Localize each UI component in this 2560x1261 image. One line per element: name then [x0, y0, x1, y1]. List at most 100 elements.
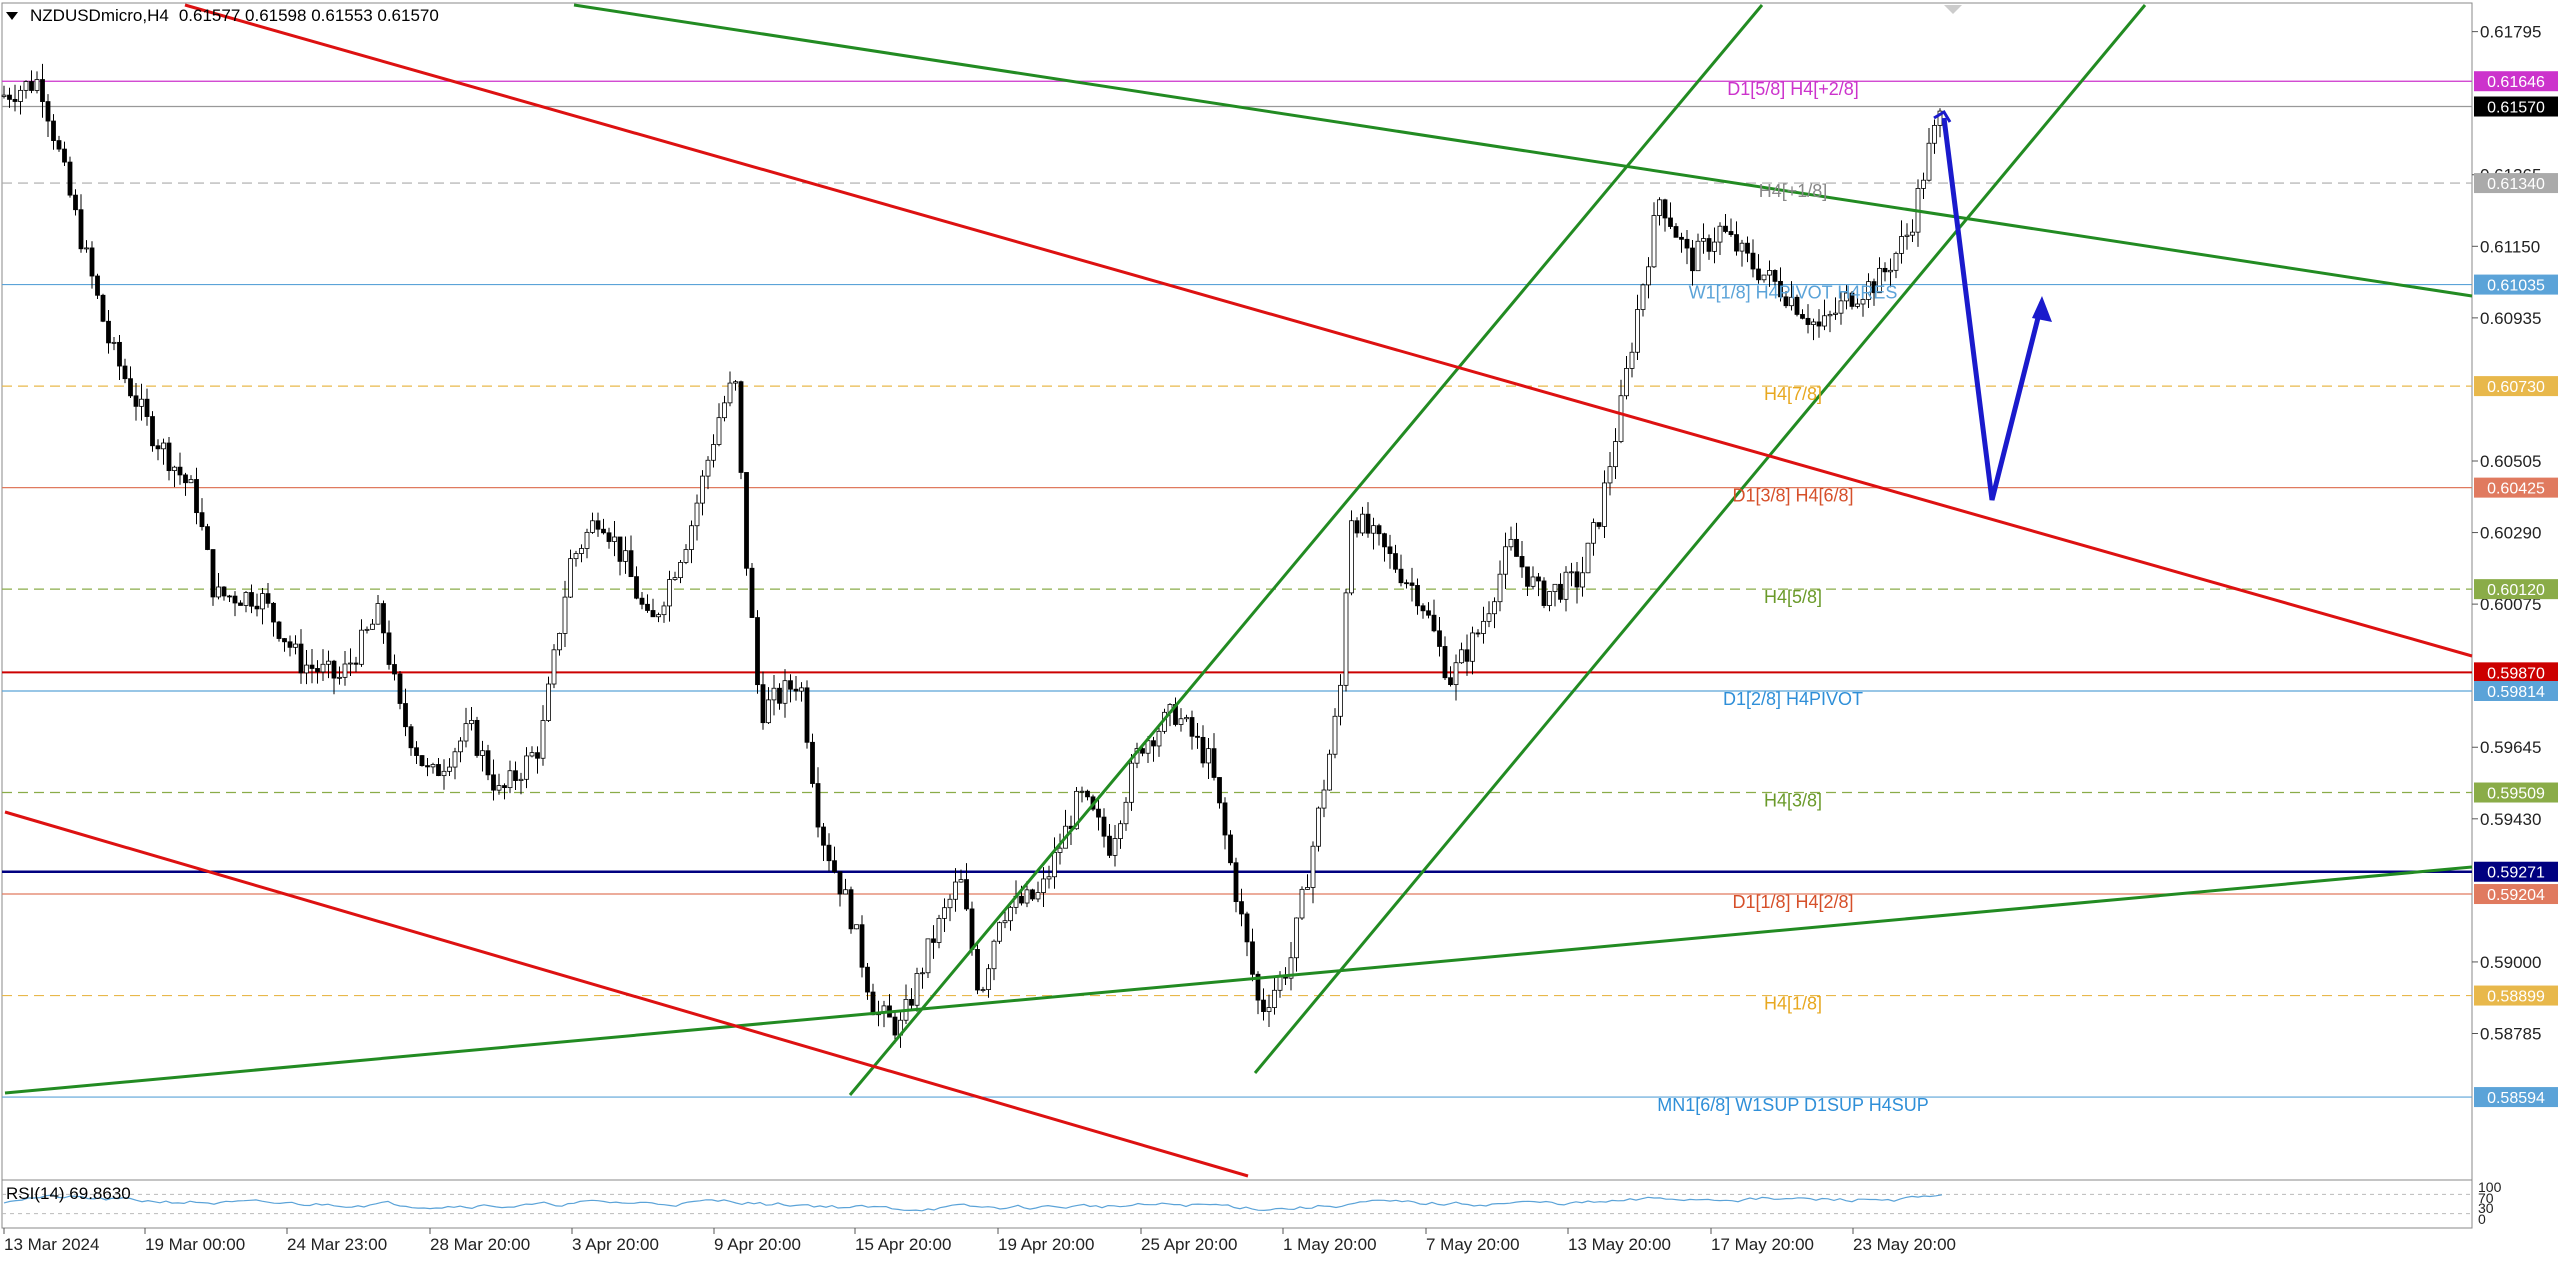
- red-upper-trendline[interactable]: [184, 3, 2473, 658]
- bear-candle: [837, 871, 843, 895]
- bear-candle: [282, 638, 287, 643]
- bull-candle: [1288, 957, 1294, 979]
- bull-candle: [1360, 513, 1365, 534]
- bear-candle: [100, 294, 106, 322]
- bull-candle: [375, 603, 381, 625]
- price-tick-label: 0.60075: [2480, 595, 2541, 614]
- price-tag-text: 0.60120: [2487, 582, 2545, 599]
- price-tick-label: 0.59430: [2480, 810, 2541, 829]
- bull-candle: [243, 592, 249, 606]
- price-tag-text: 0.58594: [2487, 1090, 2545, 1107]
- bear-candle: [1706, 238, 1712, 252]
- bear-candle: [1574, 571, 1580, 588]
- level-label: D1[1/8] H4[2/8]: [1732, 892, 1853, 912]
- bear-candle: [1690, 247, 1695, 272]
- bull-candle: [920, 972, 925, 975]
- bull-candle: [1002, 920, 1008, 924]
- scroll-marker-icon[interactable]: [1944, 5, 1962, 14]
- bull-candle: [84, 247, 89, 250]
- bull-candle: [936, 917, 942, 943]
- bear-candle: [1728, 231, 1734, 235]
- time-tick-label: 17 May 20:00: [1711, 1235, 1814, 1254]
- bull-candle: [326, 660, 331, 665]
- level-labels-layer: D1[5/8] H4[+2/8] H4[+1/8] W1[1/8] H4PIVOT …: [1657, 79, 1928, 1115]
- green-support-line[interactable]: [4, 865, 2473, 1095]
- bear-candle: [73, 194, 78, 211]
- bear-candle: [1354, 520, 1360, 534]
- bull-candle: [1327, 753, 1332, 791]
- bull-candle: [1129, 762, 1134, 803]
- bear-candle: [821, 826, 826, 846]
- bull-candle: [320, 663, 326, 673]
- bull-candle: [590, 520, 595, 533]
- bear-candle: [535, 752, 540, 759]
- time-axis[interactable]: 13 Mar 2024 19 Mar 00:00 24 Mar 23:00 28 Ma…: [3, 1228, 1956, 1254]
- bear-candle: [832, 860, 837, 873]
- bull-candle: [1701, 238, 1706, 242]
- bull-candle: [953, 881, 958, 900]
- bull-candle: [568, 558, 573, 598]
- green-channel-upper-line[interactable]: [848, 4, 1764, 1096]
- bull-candle: [612, 536, 617, 542]
- bull-candle: [430, 764, 436, 768]
- green-resistance-line[interactable]: [573, 3, 2473, 298]
- green-channel-lower-line[interactable]: [1253, 4, 2147, 1074]
- bull-candle: [1046, 876, 1052, 880]
- price-tag: [2474, 376, 2558, 397]
- bear-candle: [1756, 268, 1761, 281]
- bull-candle: [1855, 303, 1860, 307]
- bull-candle: [1305, 887, 1310, 890]
- forecast-start-hook: [1933, 109, 1952, 123]
- bull-candle: [843, 889, 848, 895]
- bull-candle: [1310, 845, 1316, 888]
- bull-candle: [584, 531, 590, 549]
- bear-candle: [628, 550, 634, 578]
- time-tick-label: 15 Apr 20:00: [855, 1235, 951, 1254]
- bull-candle: [1041, 878, 1046, 893]
- time-tick-label: 13 Mar 2024: [4, 1235, 99, 1254]
- price-tag: [2474, 680, 2558, 701]
- bear-candle: [67, 161, 73, 196]
- bear-candle: [7, 94, 12, 100]
- bull-candle: [1492, 601, 1497, 615]
- time-tick-label: 7 May 20:00: [1426, 1235, 1520, 1254]
- price-tag: [2474, 96, 2558, 117]
- bear-candle: [1261, 999, 1266, 1012]
- bull-candle: [1294, 917, 1299, 959]
- bear-candle: [1239, 901, 1244, 915]
- bear-candle: [744, 472, 749, 569]
- price-tag-text: 0.59271: [2487, 865, 2545, 882]
- bull-candle: [216, 586, 221, 598]
- bear-candle: [1772, 270, 1778, 282]
- price-tag: [2474, 884, 2558, 905]
- price-tag: [2474, 861, 2558, 882]
- bull-candle: [1827, 314, 1833, 317]
- bear-candle: [1382, 533, 1387, 548]
- time-tick-label: 3 Apr 20:00: [572, 1235, 659, 1254]
- bull-candle: [1332, 715, 1338, 755]
- red-lower-trendline[interactable]: [4, 810, 1249, 1178]
- time-tick-label: 1 May 20:00: [1283, 1235, 1377, 1254]
- bear-candle: [1393, 553, 1398, 570]
- bear-candle: [425, 765, 430, 768]
- bull-candle: [293, 643, 298, 648]
- forecast-arrow[interactable]: [1933, 109, 2052, 501]
- bear-candle: [56, 140, 62, 150]
- price-tag-text: 0.60425: [2487, 481, 2545, 498]
- bear-candle: [155, 445, 161, 450]
- bear-candle: [892, 1016, 898, 1036]
- bear-candle: [749, 567, 755, 618]
- bull-candle: [705, 459, 711, 477]
- bull-candle: [1822, 315, 1827, 327]
- bull-candle: [1937, 110, 1943, 126]
- bull-candle: [518, 778, 524, 781]
- bull-candle: [1497, 573, 1503, 603]
- bear-candle: [1409, 582, 1415, 586]
- bear-candle: [1679, 236, 1684, 240]
- price-tag: [2474, 173, 2558, 194]
- bear-candle: [1673, 226, 1679, 238]
